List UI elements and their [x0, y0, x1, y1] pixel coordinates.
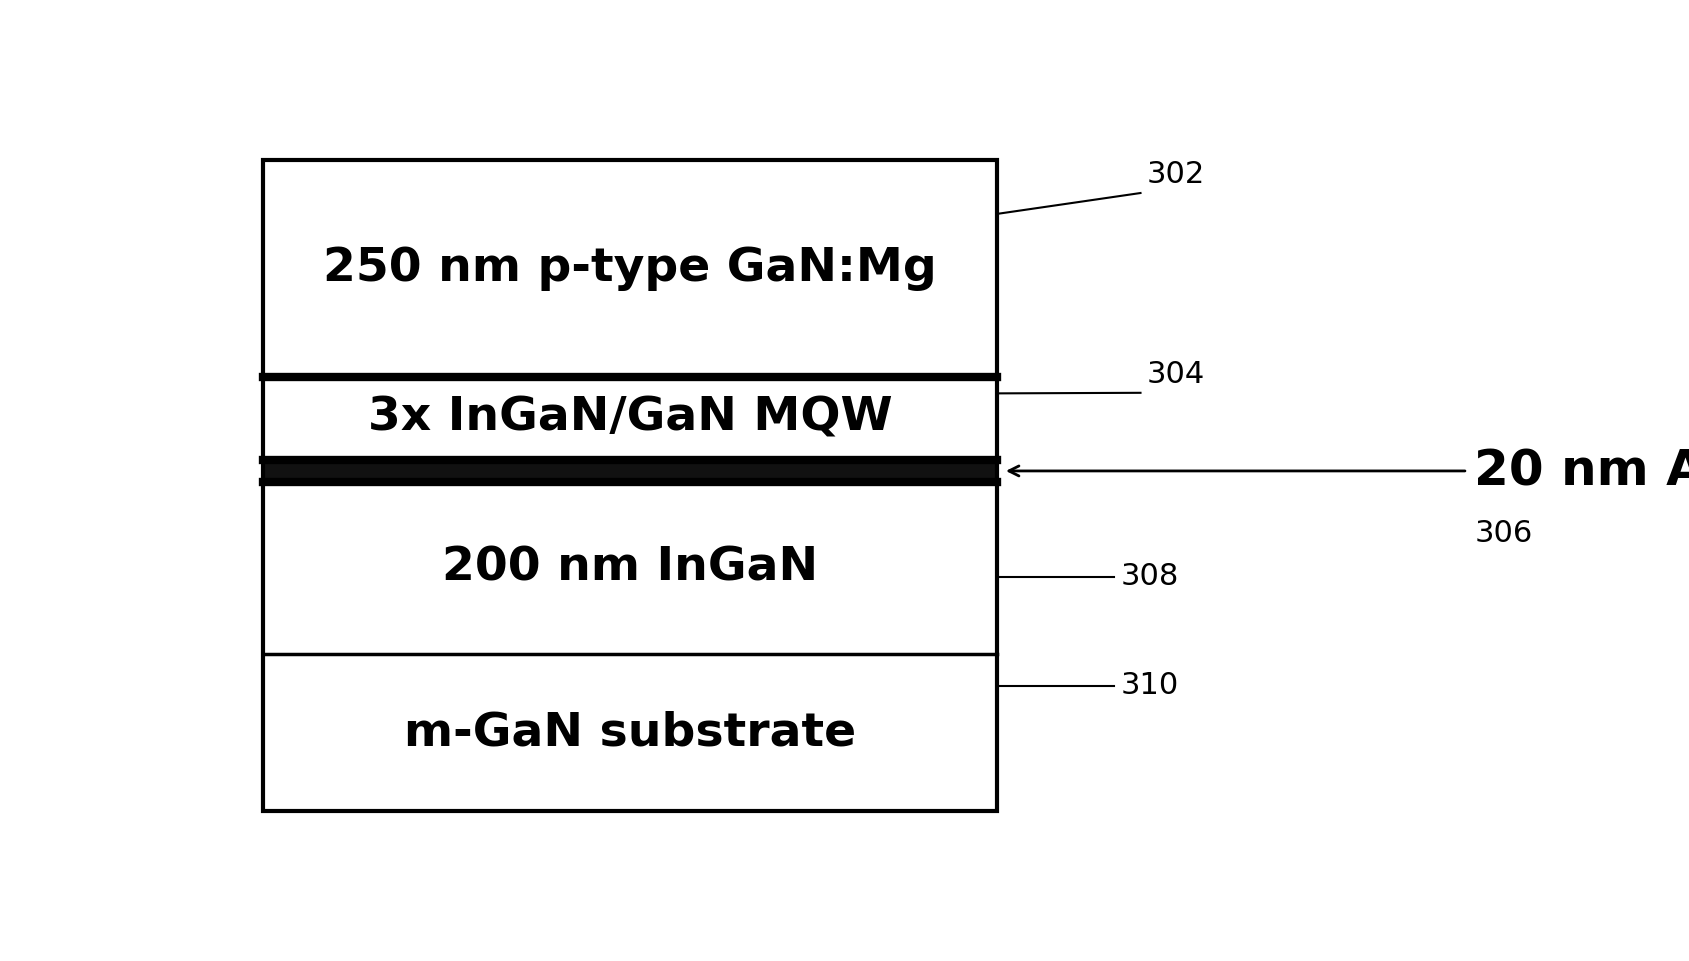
Bar: [263, 160, 997, 811]
Text: 308: 308: [1121, 562, 1179, 591]
Bar: [263, 459, 997, 482]
Text: 302: 302: [1147, 160, 1206, 189]
Bar: [263, 160, 997, 377]
Bar: [263, 654, 997, 811]
Text: 20 nm AlGaN: 20 nm AlGaN: [1474, 447, 1689, 495]
Bar: [263, 377, 997, 459]
Text: m-GaN substrate: m-GaN substrate: [404, 710, 856, 755]
Text: 310: 310: [1121, 672, 1179, 701]
Text: 200 nm InGaN: 200 nm InGaN: [443, 546, 817, 591]
Text: 304: 304: [1147, 360, 1206, 389]
Text: 306: 306: [1474, 519, 1532, 549]
Text: 3x InGaN/GaN MQW: 3x InGaN/GaN MQW: [368, 396, 892, 441]
Text: 250 nm p-type GaN:Mg: 250 nm p-type GaN:Mg: [323, 246, 937, 291]
Bar: [263, 482, 997, 654]
